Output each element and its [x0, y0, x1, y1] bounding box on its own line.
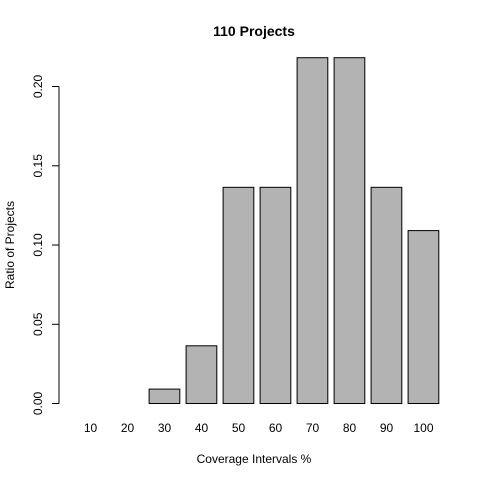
bar-100 [407, 230, 440, 404]
x-tick-label-60: 60 [269, 421, 283, 435]
y-tick-label-0.20: 0.20 [31, 74, 45, 98]
x-tick-label-90: 90 [380, 421, 394, 435]
x-tick-label-20: 20 [121, 421, 135, 435]
x-tick-label-50: 50 [232, 421, 246, 435]
bar-30 [148, 388, 181, 405]
bar-70 [296, 57, 329, 404]
bar-50 [222, 186, 255, 404]
y-tick-label-0.10: 0.10 [31, 233, 45, 257]
bar-90 [370, 186, 403, 404]
x-tick-label-10: 10 [84, 421, 98, 435]
y-tick-label-0.15: 0.15 [31, 154, 45, 178]
y-tick-label-0.00: 0.00 [31, 391, 45, 415]
chart-title: 110 Projects [213, 23, 295, 39]
bars-group [148, 57, 440, 405]
x-tick-label-30: 30 [158, 421, 172, 435]
y-axis: 0.00 0.05 0.10 0.15 0.20 [31, 74, 60, 415]
x-tick-label-100: 100 [413, 421, 433, 435]
y-tick-label-0.05: 0.05 [31, 312, 45, 336]
x-tick-labels: 10 20 30 40 50 60 70 80 90 100 [84, 421, 434, 435]
y-axis-title: Ratio of Projects [3, 201, 17, 289]
bar-60 [259, 186, 292, 404]
bar-40 [185, 345, 218, 404]
x-tick-label-40: 40 [195, 421, 209, 435]
x-axis-title: Coverage Intervals % [197, 452, 312, 466]
x-tick-label-70: 70 [306, 421, 320, 435]
x-tick-label-80: 80 [343, 421, 357, 435]
bar-80 [333, 57, 366, 404]
